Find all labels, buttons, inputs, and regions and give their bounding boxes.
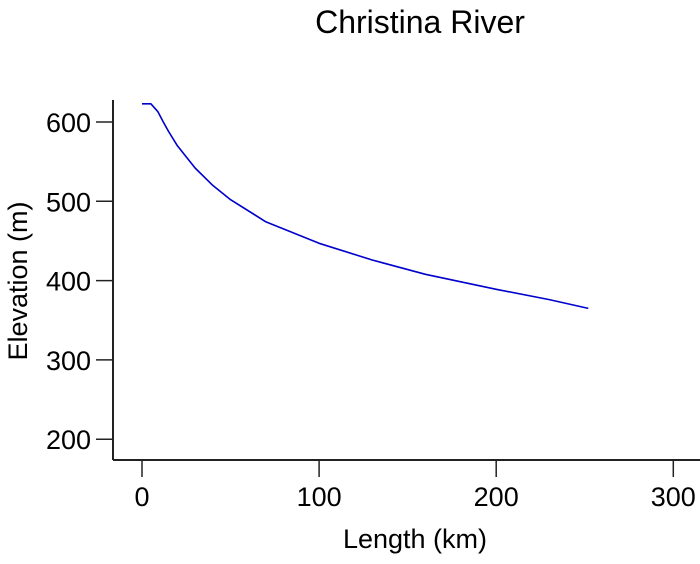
y-tick-label: 500 xyxy=(46,187,91,217)
y-tick-label: 400 xyxy=(46,267,91,297)
x-tick-label: 200 xyxy=(474,482,519,512)
y-tick-label: 300 xyxy=(46,346,91,376)
y-tick-label: 600 xyxy=(46,108,91,138)
x-axis-label: Length (km) xyxy=(343,524,487,554)
elevation-profile-line xyxy=(142,103,589,310)
y-axis-label: Elevation (m) xyxy=(3,201,33,360)
x-tick-label: 100 xyxy=(297,482,342,512)
x-tick-label: 300 xyxy=(651,482,696,512)
y-tick-label: 200 xyxy=(46,425,91,455)
chart-title: Christina River xyxy=(315,4,525,40)
x-tick-label: 0 xyxy=(134,482,149,512)
